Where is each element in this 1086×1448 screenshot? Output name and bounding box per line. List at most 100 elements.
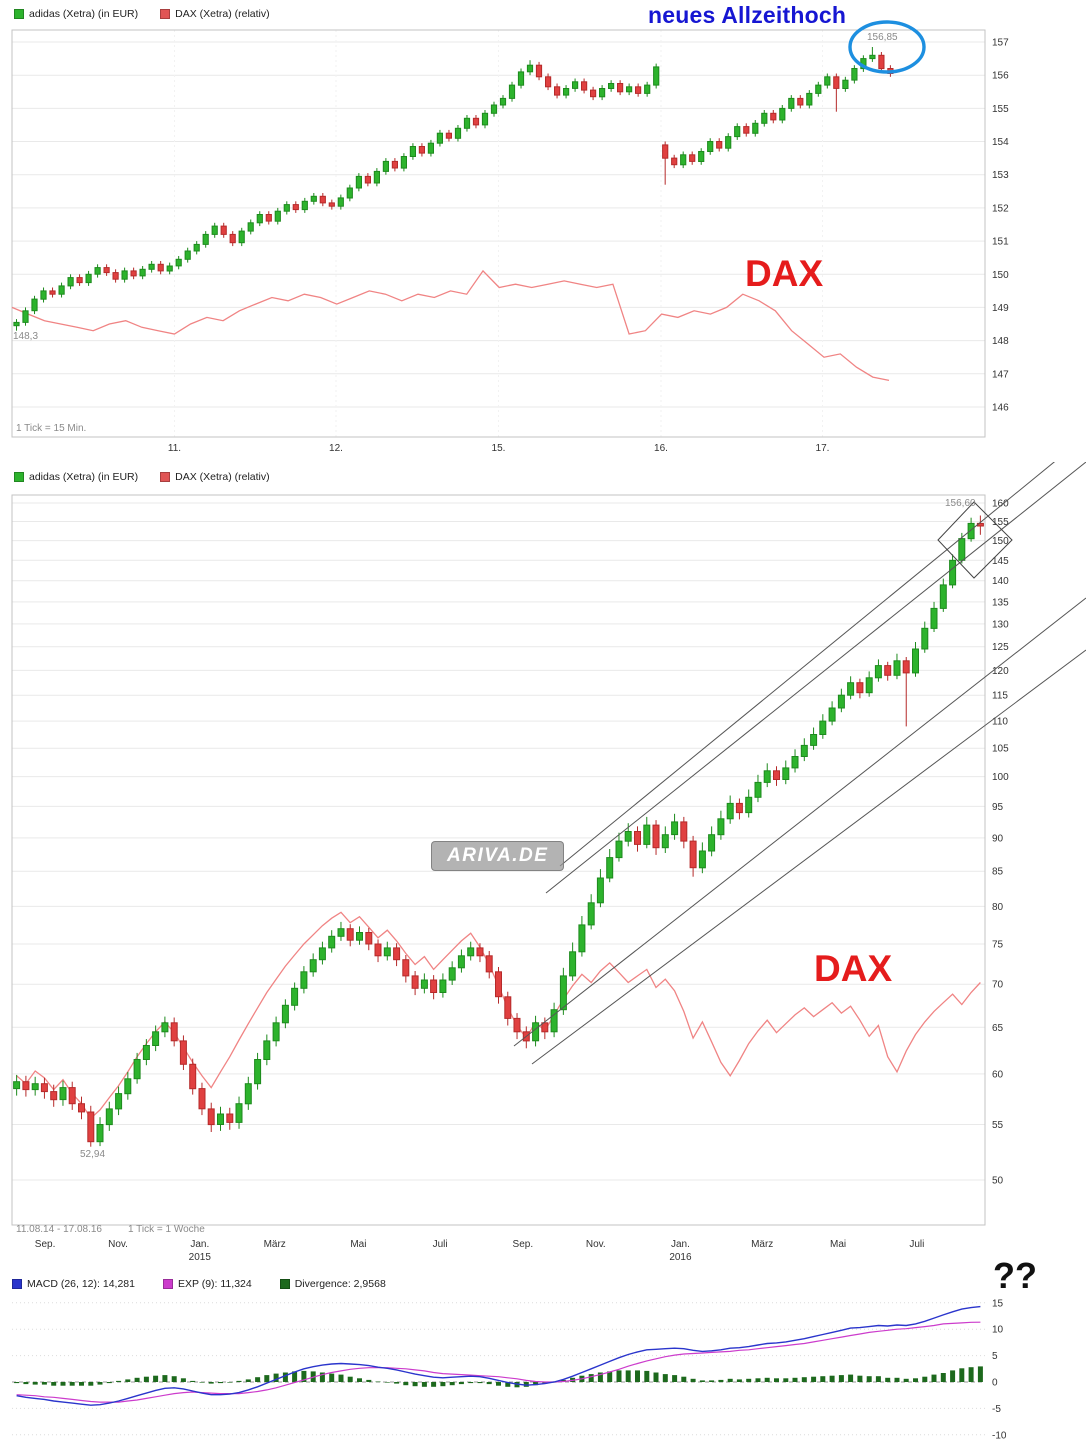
adidas-swatch <box>14 9 24 19</box>
adidas-swatch-weekly <box>14 472 24 482</box>
macd-legend: MACD (26, 12): 14,281 EXP (9): 11,324 Di… <box>12 1278 386 1290</box>
svg-text:55: 55 <box>992 1120 1004 1131</box>
divergence-bars <box>14 1366 983 1388</box>
divergence-swatch <box>279 1279 290 1289</box>
legend-item-dax-weekly: DAX (Xetra) (relativ) <box>160 471 270 483</box>
weekly-x-axis-labels: Sep. Nov. Jan. 2015 März Mai Juli Sep. Nov. Jan. 2… <box>35 1239 925 1263</box>
macd-y-axis-labels: 15 10 5 0 -5 -10 <box>992 1298 1007 1441</box>
svg-text:50: 50 <box>992 1176 1004 1187</box>
svg-text:156: 156 <box>992 71 1009 82</box>
dax-annotation-intraday: DAX <box>745 253 824 294</box>
svg-text:147: 147 <box>992 369 1009 380</box>
svg-text:2016: 2016 <box>669 1252 692 1263</box>
macd-swatch <box>12 1279 22 1289</box>
svg-text:-10: -10 <box>992 1430 1007 1441</box>
svg-text:65: 65 <box>992 1023 1004 1034</box>
exp-legend-label: EXP (9): 11,324 <box>177 1278 252 1290</box>
svg-text:120: 120 <box>992 666 1009 677</box>
svg-text:Mai: Mai <box>830 1239 846 1250</box>
svg-text:70: 70 <box>992 980 1004 991</box>
svg-text:Nov.: Nov. <box>108 1239 128 1250</box>
svg-text:15.: 15. <box>492 443 506 454</box>
svg-text:130: 130 <box>992 619 1009 630</box>
svg-text:0: 0 <box>992 1378 998 1389</box>
weekly-y-axis-labels: 160 155 150 145 140 135 130 125 120 115 110 105 100 9… <box>992 499 1009 1187</box>
svg-text:Sep.: Sep. <box>513 1239 534 1250</box>
svg-text:Juli: Juli <box>909 1239 924 1250</box>
macd-chart: 15 10 5 0 -5 -10 <box>12 1298 1007 1441</box>
svg-text:151: 151 <box>992 237 1009 248</box>
svg-text:80: 80 <box>992 902 1004 913</box>
weekly-high-label: 156,60 <box>945 498 976 509</box>
svg-text:2015: 2015 <box>189 1252 212 1263</box>
svg-text:95: 95 <box>992 802 1004 813</box>
weekly-range-note: 11.08.14 - 17.08.16 1 Tick = 1 Woche <box>16 1224 231 1235</box>
svg-text:90: 90 <box>992 833 1004 844</box>
exp-swatch <box>162 1279 173 1289</box>
question-marks-annotation: ?? <box>993 1255 1037 1296</box>
svg-text:150: 150 <box>992 536 1009 547</box>
svg-text:Jan.: Jan. <box>671 1239 690 1250</box>
svg-text:149: 149 <box>992 303 1009 314</box>
svg-text:85: 85 <box>992 867 1004 878</box>
weekly-tick-note: 1 Tick = 1 Woche <box>128 1224 205 1235</box>
dax-legend-label: DAX (Xetra) (relativ) <box>175 8 270 20</box>
legend-item-adidas: adidas (Xetra) (in EUR) <box>14 8 138 20</box>
divergence-legend-label: Divergence: 2,9568 <box>294 1278 386 1290</box>
macd-legend-label: MACD (26, 12): 14,281 <box>27 1278 135 1290</box>
svg-text:Nov.: Nov. <box>586 1239 606 1250</box>
intraday-dax-line <box>11 269 890 382</box>
svg-text:10: 10 <box>992 1325 1004 1336</box>
legend-item-macd: MACD (26, 12): 14,281 <box>12 1278 135 1290</box>
ariva-watermark: ARIVA.DE <box>431 841 565 871</box>
allzeithoch-circle <box>848 20 926 74</box>
svg-text:März: März <box>264 1239 286 1250</box>
intraday-y-axis-labels: 157 156 155 154 153 152 151 150 149 148 147 146 <box>992 38 1009 414</box>
intraday-x-axis-labels: 11. 12. 15. 16. 17. <box>168 443 830 454</box>
svg-text:125: 125 <box>992 642 1009 653</box>
svg-text:100: 100 <box>992 772 1009 783</box>
svg-text:150: 150 <box>992 270 1009 281</box>
weekly-plot-border <box>11 494 986 1226</box>
svg-text:155: 155 <box>992 517 1009 528</box>
svg-text:15: 15 <box>992 1298 1004 1309</box>
svg-text:75: 75 <box>992 940 1004 951</box>
svg-text:155: 155 <box>992 104 1009 115</box>
svg-text:135: 135 <box>992 597 1009 608</box>
weekly-dax-line <box>16 911 981 1120</box>
dax-annotation-weekly: DAX <box>814 948 893 989</box>
legend-item-divergence: Divergence: 2,9568 <box>279 1278 386 1290</box>
svg-text:153: 153 <box>992 170 1009 181</box>
svg-text:105: 105 <box>992 744 1009 755</box>
svg-text:160: 160 <box>992 499 1009 510</box>
intraday-tick-note: 1 Tick = 15 Min. <box>16 423 87 434</box>
high-value-label: 156,85 <box>867 32 898 43</box>
intraday-legend: adidas (Xetra) (in EUR) DAX (Xetra) (rel… <box>14 8 270 20</box>
svg-text:12.: 12. <box>329 443 343 454</box>
svg-text:115: 115 <box>992 691 1008 702</box>
svg-text:145: 145 <box>992 556 1009 567</box>
legend-item-adidas-weekly: adidas (Xetra) (in EUR) <box>14 471 138 483</box>
svg-text:152: 152 <box>992 203 1009 214</box>
svg-text:Jan.: Jan. <box>190 1239 209 1250</box>
weekly-date-range: 11.08.14 - 17.08.16 <box>16 1224 102 1235</box>
svg-text:11.: 11. <box>168 443 181 454</box>
weekly-chart: 160 155 150 145 140 135 130 125 120 115 110 105 100 9… <box>11 462 1086 1263</box>
dax-swatch-weekly <box>160 472 171 482</box>
svg-text:März: März <box>751 1239 773 1250</box>
legend-item-dax: DAX (Xetra) (relativ) <box>160 8 270 20</box>
exp-line <box>16 1321 981 1403</box>
svg-text:16.: 16. <box>654 443 668 454</box>
intraday-plot-border <box>11 29 986 438</box>
svg-text:60: 60 <box>992 1069 1004 1080</box>
legend-item-exp: EXP (9): 11,324 <box>162 1278 252 1290</box>
dax-swatch <box>160 9 171 19</box>
svg-text:148: 148 <box>992 336 1009 347</box>
low-value-label: 148,3 <box>13 331 39 342</box>
svg-text:Sep.: Sep. <box>35 1239 56 1250</box>
svg-text:Juli: Juli <box>433 1239 448 1250</box>
svg-text:-5: -5 <box>992 1404 1001 1415</box>
adidas-legend-label: adidas (Xetra) (in EUR) <box>29 8 139 20</box>
